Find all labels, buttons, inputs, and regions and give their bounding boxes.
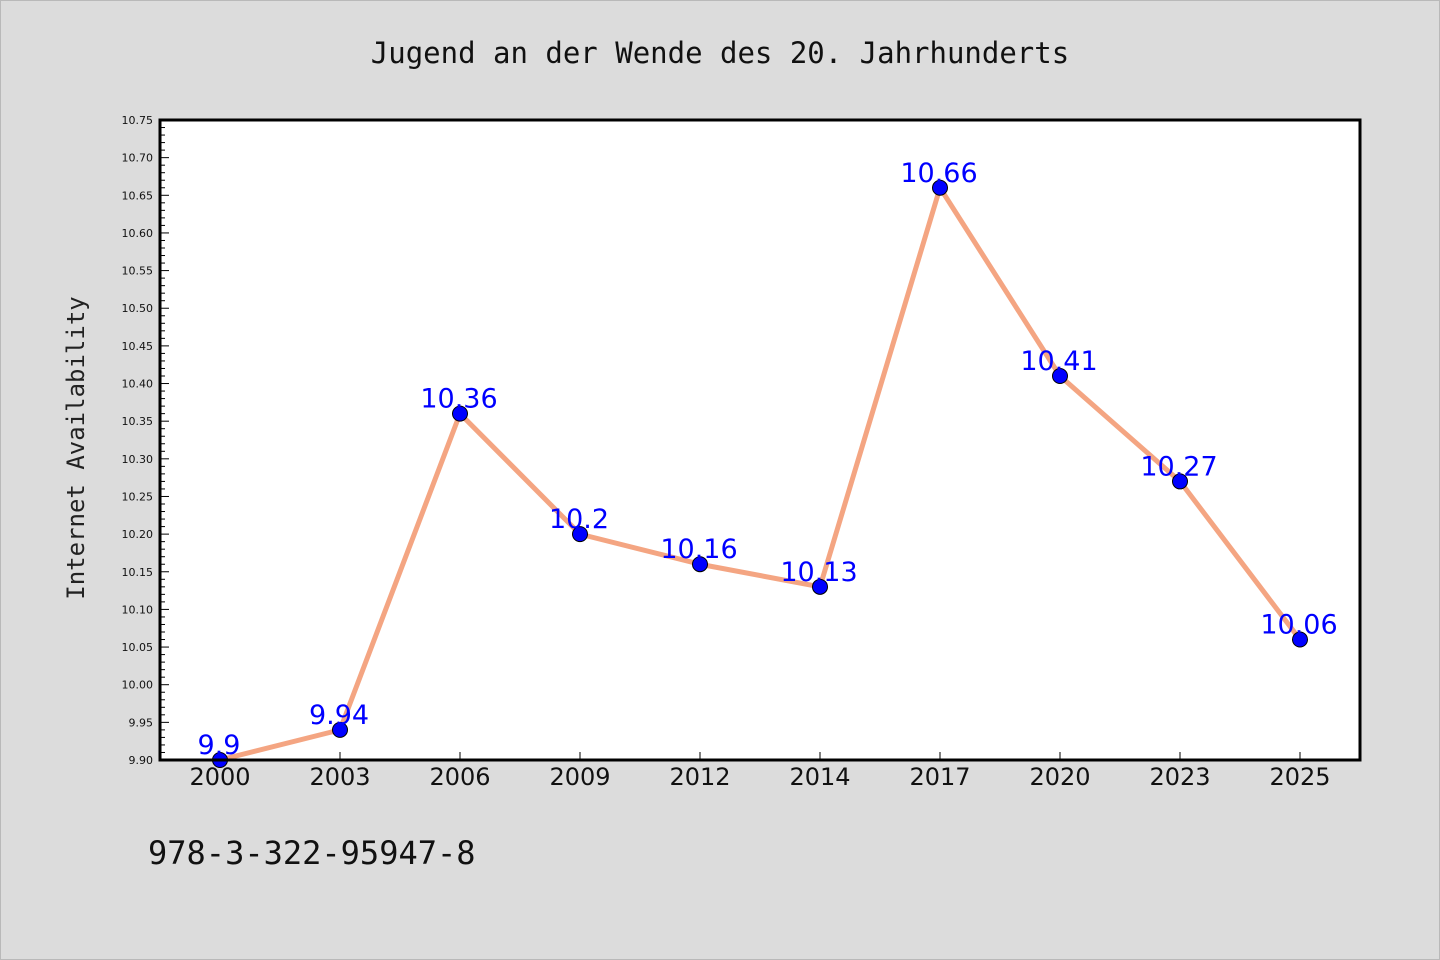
x-tick-label: 2023 xyxy=(1149,763,1210,791)
data-label: 10.2 xyxy=(549,504,609,535)
y-tick-label: 10.55 xyxy=(122,265,154,278)
data-point xyxy=(1052,368,1068,384)
data-point xyxy=(812,578,828,595)
data-point xyxy=(452,405,468,422)
data-point xyxy=(692,556,708,573)
y-tick-label: 10.65 xyxy=(122,189,154,202)
y-tick-label: 10.00 xyxy=(122,679,154,692)
x-tick-label: 2017 xyxy=(909,763,970,791)
x-tick-label: 2020 xyxy=(1029,763,1090,791)
x-tick-label: 2009 xyxy=(549,763,610,791)
y-axis-label: Internet Availability xyxy=(62,296,90,599)
data-label: 9.9 xyxy=(198,730,241,761)
y-tick-label: 10.70 xyxy=(122,152,154,165)
data-label: 10.41 xyxy=(1020,346,1097,377)
y-tick-label: 10.15 xyxy=(122,566,154,579)
data-labels: 9.9 9.94 10.36 10.2 10.16 10.13 10.66 10.41 10.2… xyxy=(198,158,1338,761)
x-tick-label: 2003 xyxy=(309,763,370,791)
y-axis-tick-labels: 9.90 9.95 10.00 10.05 10.10 10.15 10.20 10.25 10… xyxy=(122,114,154,767)
y-tick-label: 10.30 xyxy=(122,453,154,466)
data-point xyxy=(1172,473,1188,490)
x-tick-label: 2006 xyxy=(429,763,490,791)
y-tick-label: 10.20 xyxy=(122,528,154,541)
series-line xyxy=(219,185,1302,763)
y-tick-label: 10.75 xyxy=(122,114,154,127)
data-point xyxy=(932,179,948,196)
y-tick-label: 10.50 xyxy=(122,302,154,315)
x-tick-label: 2014 xyxy=(789,763,850,791)
data-point xyxy=(1292,631,1308,648)
footer-code: 978-3-322-95947-8 xyxy=(148,834,476,872)
data-point xyxy=(572,526,588,543)
y-tick-label: 9.95 xyxy=(129,716,154,729)
data-label: 9.94 xyxy=(309,700,369,731)
data-label: 10.16 xyxy=(660,534,737,565)
plot-border xyxy=(158,118,1362,762)
data-label: 10.66 xyxy=(900,158,977,189)
y-tick-label: 10.10 xyxy=(122,603,154,616)
y-tick-label: 10.25 xyxy=(122,490,154,503)
x-tick-label: 2025 xyxy=(1269,763,1330,791)
y-tick-label: 9.90 xyxy=(129,754,154,767)
data-label: 10.27 xyxy=(1140,451,1217,482)
data-label: 10.36 xyxy=(420,384,497,415)
x-axis-tick-labels: 2000 2003 2006 2009 2012 2014 2017 2020 2023 2025 xyxy=(189,763,1330,791)
y-tick-label: 10.40 xyxy=(122,378,154,391)
chart-title: Jugend an der Wende des 20. Jahrhunderts xyxy=(371,36,1069,70)
data-point xyxy=(332,721,348,738)
data-label: 10.13 xyxy=(780,557,857,588)
y-tick-label: 10.45 xyxy=(122,340,154,353)
y-tick-label: 10.60 xyxy=(122,227,154,240)
data-label: 10.06 xyxy=(1260,610,1337,641)
x-tick-label: 2012 xyxy=(669,763,730,791)
plot-area xyxy=(160,120,1360,760)
y-tick-label: 10.35 xyxy=(122,415,154,428)
y-tick-label: 10.05 xyxy=(122,641,154,654)
